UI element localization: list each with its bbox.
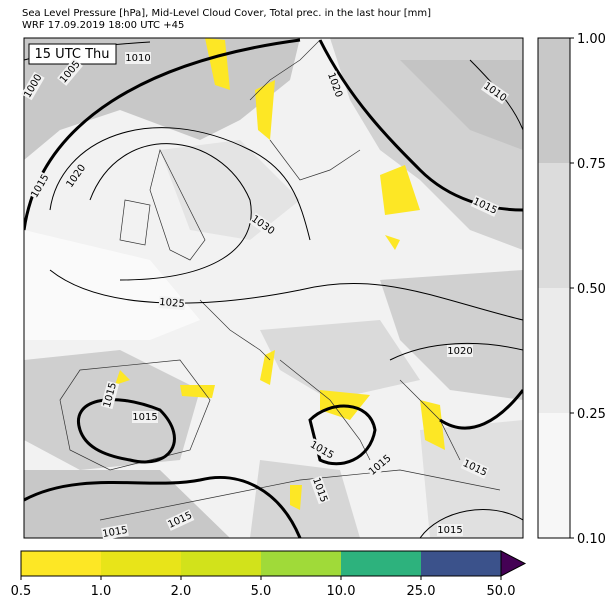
colorbar-segment	[538, 38, 570, 163]
isobar-label-bg	[101, 523, 129, 541]
isobar-label-bg	[480, 79, 510, 105]
isobar-label-bg	[447, 345, 473, 357]
colorbar-segment	[421, 551, 501, 576]
map-area	[24, 38, 523, 538]
colorbar-segment	[538, 413, 570, 538]
isobar-label-bg	[437, 524, 463, 536]
colorbar-tick-label: 2.0	[171, 584, 192, 599]
isobar-label-bg	[248, 212, 278, 238]
isobar-label: 1015	[437, 525, 462, 536]
precip-colorbar: 0.5 1.0 2.0 5.0 10.0 25.0 50.0	[11, 550, 527, 599]
colorbar-tick-label: 25.0	[407, 584, 436, 599]
isobar-label-bg	[324, 70, 346, 100]
isobar-label-bg	[125, 52, 151, 64]
colorbar-tick-label: 10.0	[327, 584, 356, 599]
colorbar-tick-label: 50.0	[487, 584, 516, 599]
isobar-label-bg	[460, 457, 490, 479]
isobar-label-bg	[158, 295, 186, 311]
isobar-label-bg	[57, 58, 83, 86]
time-label: 15 UTC Thu	[35, 47, 110, 62]
colorbar-tick-label: 0.10	[577, 532, 606, 547]
colorbar-tick-label: 0.5	[11, 584, 32, 599]
colorbar-segment	[21, 551, 101, 576]
colorbar-tick-label: 0.75	[577, 157, 606, 172]
isobar-label-bg	[100, 380, 120, 410]
colorbar-tick-label: 5.0	[251, 584, 272, 599]
isobar-label-bg	[63, 161, 89, 191]
isobar-label: 1010	[125, 53, 150, 64]
colorbar-tick-label: 1.00	[577, 32, 606, 47]
map-frame	[23, 37, 524, 539]
header-line: WRF 17.09.2019 18:00 UTC +45	[22, 20, 184, 31]
isobar-label: 1020	[447, 346, 472, 357]
colorbar-segment	[181, 551, 261, 576]
isobar-label-bg	[307, 438, 337, 462]
colorbar-segment	[261, 551, 341, 576]
colorbar-tick-label: 0.50	[577, 282, 606, 297]
isobar-label: 1015	[102, 525, 129, 540]
isobar-label-bg	[165, 509, 195, 531]
isobar-label-bg	[470, 195, 500, 217]
colorbar-tick-label: 0.25	[577, 407, 606, 422]
isobar-label: 1015	[132, 412, 157, 423]
isobar-label-bg	[132, 411, 158, 423]
colorbar-segment	[101, 551, 181, 576]
colorbar-segment	[538, 163, 570, 288]
colorbar-segment	[341, 551, 421, 576]
isobar-label-bg	[21, 71, 45, 101]
cloud-colorbar: 0.10 0.25 0.50 0.75 1.00	[537, 32, 606, 547]
colorbar-segment	[538, 288, 570, 413]
isobar-label: 1025	[159, 297, 185, 310]
colorbar-extension	[500, 550, 527, 577]
isobar-label-bg	[366, 452, 394, 478]
colorbar-tick-label: 1.0	[91, 584, 112, 599]
header-line: Sea Level Pressure [hPa], Mid-Level Clou…	[22, 8, 431, 19]
isobar-label-bg	[28, 171, 52, 201]
isobar-label-bg	[309, 475, 331, 505]
